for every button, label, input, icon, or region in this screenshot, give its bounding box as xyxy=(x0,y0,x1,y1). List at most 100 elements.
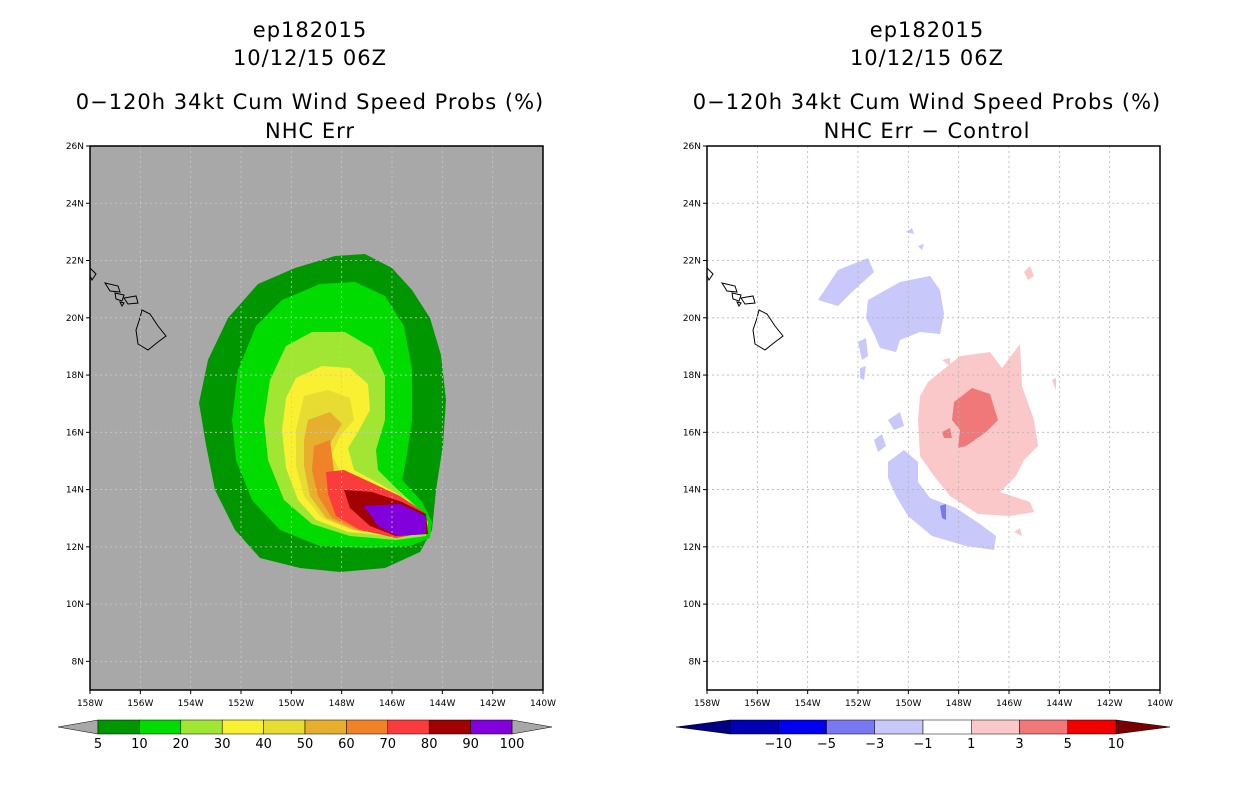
lon-tick-label: 150W xyxy=(278,699,304,709)
right-colorbar: −10 −5 −3 −1 1 3 5 10 xyxy=(675,719,1171,752)
lon-tick-label: 142W xyxy=(1097,699,1123,709)
colorbar-swatch xyxy=(263,719,306,735)
colorbar-label: −3 xyxy=(865,737,884,752)
colorbar-swatch xyxy=(139,719,182,735)
left-grid xyxy=(90,146,543,690)
lon-tick-label: 158W xyxy=(694,699,720,709)
colorbar-swatch xyxy=(1067,719,1117,735)
colorbar-swatch xyxy=(346,719,389,735)
colorbar-label: 50 xyxy=(297,737,314,752)
lon-tick-label: 156W xyxy=(744,699,770,709)
right-hawaii-coastlines xyxy=(706,267,784,351)
pos-contour-6 xyxy=(1052,378,1056,390)
right-axis-ticks: 158W 156W 154W 152W 150W 148W 146W 144W 142W 140W… xyxy=(683,142,1173,709)
lon-tick-label: 140W xyxy=(530,699,556,709)
lon-tick-label: 152W xyxy=(228,699,254,709)
colorbar-swatch xyxy=(470,719,513,735)
colorbar-label: 40 xyxy=(255,737,272,752)
lat-tick-label: 18N xyxy=(66,371,84,381)
colorbar-label: 10 xyxy=(1108,737,1125,752)
colorbar-swatch xyxy=(428,719,471,735)
colorbar-swatch xyxy=(1019,719,1068,735)
lat-tick-label: 12N xyxy=(683,543,701,553)
neg-contour-7 xyxy=(888,450,996,550)
colorbar-swatch xyxy=(874,719,924,735)
lon-tick-label: 148W xyxy=(329,699,355,709)
right-difference-contours xyxy=(818,228,1056,550)
right-title-main: 0−120h 34kt Cum Wind Speed Probs (%) xyxy=(692,90,1162,114)
colorbar-swatch xyxy=(304,719,347,735)
right-grid xyxy=(707,146,1160,690)
pos-contour-4 xyxy=(1024,266,1034,280)
lat-tick-label: 16N xyxy=(683,428,701,438)
lat-tick-label: 10N xyxy=(683,600,701,610)
colorbar-label: 30 xyxy=(214,737,231,752)
right-map: 158W 156W 154W 152W 150W 148W 146W 144W 142W 140W… xyxy=(683,142,1173,709)
lon-tick-label: 144W xyxy=(1046,699,1072,709)
neg-contour-10 xyxy=(918,244,924,250)
neg-contour-6 xyxy=(874,434,886,452)
colorbar-swatch xyxy=(97,719,140,735)
right-map-frame xyxy=(706,145,1161,691)
colorbar-swatch xyxy=(729,719,779,735)
lat-tick-label: 22N xyxy=(683,257,701,267)
lon-tick-label: 140W xyxy=(1147,699,1173,709)
colorbar-label: 5 xyxy=(94,737,102,752)
colorbar-swatch xyxy=(387,719,430,735)
contour-90 xyxy=(364,504,426,536)
lat-tick-label: 24N xyxy=(66,199,84,209)
colorbar-label: −1 xyxy=(913,737,932,752)
lon-tick-label: 154W xyxy=(795,699,821,709)
colorbar-label: 1 xyxy=(967,737,975,752)
colorbar-label: 90 xyxy=(462,737,479,752)
lon-tick-label: 146W xyxy=(996,699,1022,709)
colorbar-label: 70 xyxy=(380,737,397,752)
right-title-id: ep182015 xyxy=(869,18,985,42)
right-title-time: 10/12/15 06Z xyxy=(849,46,1005,70)
lat-tick-label: 8N xyxy=(72,657,84,667)
neg-contour-1 xyxy=(818,258,874,306)
left-title-id: ep182015 xyxy=(252,18,368,42)
colorbar-label: −5 xyxy=(817,737,836,752)
lon-tick-label: 158W xyxy=(77,699,103,709)
lon-tick-label: 152W xyxy=(845,699,871,709)
colorbar-label: −10 xyxy=(765,737,792,752)
colorbar-end-right xyxy=(1115,719,1171,735)
lat-tick-label: 14N xyxy=(66,486,84,496)
colorbar-label: 100 xyxy=(500,737,525,752)
lat-tick-label: 24N xyxy=(683,199,701,209)
colorbar-swatch xyxy=(221,719,264,735)
lon-tick-label: 156W xyxy=(127,699,153,709)
pos-contour-2 xyxy=(952,388,998,448)
left-title-sub: NHC Err xyxy=(264,119,355,143)
lon-tick-label: 142W xyxy=(480,699,506,709)
lon-tick-label: 150W xyxy=(895,699,921,709)
lon-tick-label: 148W xyxy=(946,699,972,709)
colorbar-swatch xyxy=(180,719,223,735)
colorbar-swatch xyxy=(778,719,827,735)
lat-tick-label: 12N xyxy=(66,543,84,553)
lat-tick-label: 22N xyxy=(66,257,84,267)
neg-contour-5 xyxy=(888,412,904,430)
colorbar-end-right xyxy=(511,719,553,735)
lat-tick-label: 8N xyxy=(689,657,701,667)
left-title-main: 0−120h 34kt Cum Wind Speed Probs (%) xyxy=(75,90,545,114)
lat-tick-label: 16N xyxy=(66,428,84,438)
neg-contour-8 xyxy=(940,504,946,520)
left-map: 158W 156W 154W 152W 150W 148W 146W 144W 142W 140W… xyxy=(66,142,556,709)
colorbar-end-left xyxy=(57,719,99,735)
colorbar-end-left xyxy=(675,719,731,735)
neg-contour-3 xyxy=(858,338,868,360)
neg-contour-4 xyxy=(860,366,866,380)
lat-tick-label: 26N xyxy=(66,142,84,152)
lon-tick-label: 146W xyxy=(379,699,405,709)
pos-contour-7 xyxy=(1014,528,1022,536)
left-title-time: 10/12/15 06Z xyxy=(232,46,388,70)
lat-tick-label: 14N xyxy=(683,486,701,496)
lat-tick-label: 18N xyxy=(683,371,701,381)
left-colorbar: 5 10 20 30 40 50 60 70 80 90 100 xyxy=(57,719,553,752)
left-hawaii-coastlines xyxy=(89,267,167,351)
lat-tick-label: 20N xyxy=(66,314,84,324)
colorbar-label: 20 xyxy=(173,737,190,752)
colorbar-label: 80 xyxy=(421,737,438,752)
